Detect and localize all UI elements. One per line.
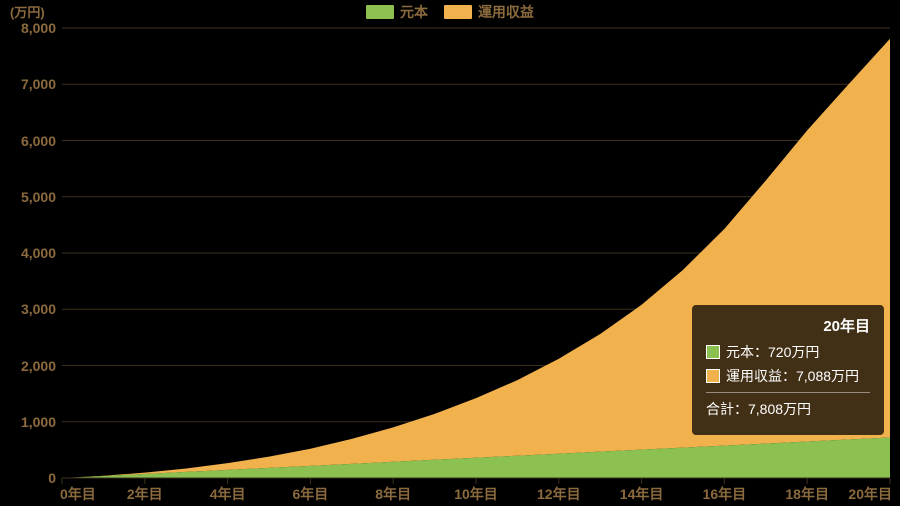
y-tick-label: 0 (0, 470, 56, 486)
tooltip-swatch-returns (706, 369, 720, 383)
x-tick-label: 4年目 (210, 484, 246, 504)
tooltip-divider (706, 392, 870, 393)
tooltip-label-returns: 運用収益：7,088万円 (726, 366, 859, 386)
tooltip-label-total: 合計：7,808万円 (706, 399, 811, 419)
x-tick-label: 12年目 (537, 484, 581, 504)
y-tick-label: 6,000 (0, 133, 56, 149)
y-tick-label: 2,000 (0, 358, 56, 374)
y-tick-label: 7,000 (0, 76, 56, 92)
y-tick-label: 8,000 (0, 20, 56, 36)
tooltip-row-returns: 運用収益：7,088万円 (706, 366, 870, 386)
chart-tooltip: 20年目 元本：720万円 運用収益：7,088万円 合計：7,808万円 (692, 305, 884, 435)
y-tick-label: 1,000 (0, 414, 56, 430)
x-tick-label: 2年目 (127, 484, 163, 504)
investment-chart: (万円) 元本 運用収益 01,0002,0003,0004,0005,0006… (0, 0, 900, 506)
tooltip-row-principal: 元本：720万円 (706, 342, 870, 362)
x-tick-label: 10年目 (454, 484, 498, 504)
tooltip-title: 20年目 (706, 315, 870, 336)
x-tick-label: 6年目 (292, 484, 328, 504)
x-tick-label: 14年目 (620, 484, 664, 504)
x-tick-label: 16年目 (703, 484, 747, 504)
tooltip-swatch-principal (706, 345, 720, 359)
y-tick-label: 3,000 (0, 301, 56, 317)
y-tick-label: 5,000 (0, 189, 56, 205)
tooltip-label-principal: 元本：720万円 (726, 342, 819, 362)
x-tick-label: 8年目 (375, 484, 411, 504)
x-tick-label: 18年目 (785, 484, 829, 504)
y-tick-label: 4,000 (0, 245, 56, 261)
x-tick-label: 20年目 (848, 484, 892, 504)
x-tick-label: 0年目 (60, 484, 96, 504)
tooltip-row-total: 合計：7,808万円 (706, 399, 870, 419)
